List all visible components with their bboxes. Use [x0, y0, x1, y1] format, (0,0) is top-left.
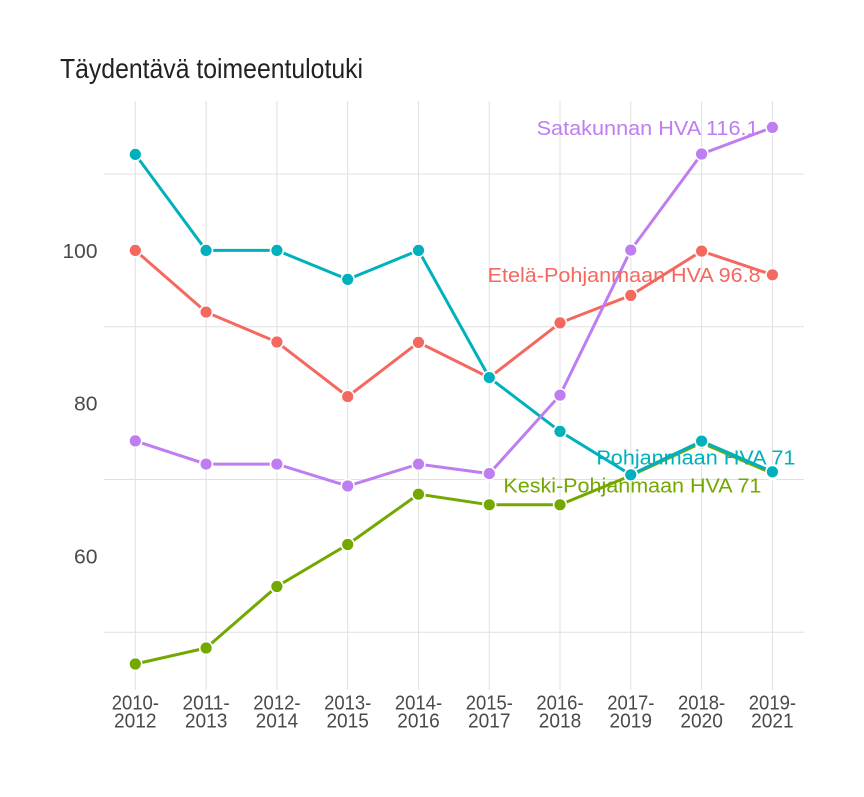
- svg-text:2017-2019: 2017-2019: [607, 693, 654, 733]
- svg-text:2013-2015: 2013-2015: [324, 693, 371, 733]
- svg-text:2014-2016: 2014-2016: [395, 693, 442, 733]
- svg-text:2011-2013: 2011-2013: [183, 693, 230, 733]
- svg-text:2018-2020: 2018-2020: [678, 693, 725, 733]
- svg-text:100: 100: [63, 241, 98, 263]
- svg-text:2016-2018: 2016-2018: [536, 693, 583, 733]
- svg-text:Pohjanmaan HVA 71: Pohjanmaan HVA 71: [596, 447, 795, 469]
- svg-text:Etelä-Pohjanmaan HVA 96.8: Etelä-Pohjanmaan HVA 96.8: [488, 265, 761, 287]
- svg-text:2012-2014: 2012-2014: [253, 693, 300, 733]
- svg-text:2015-2017: 2015-2017: [466, 693, 513, 733]
- svg-text:Täydentävä toimeentulotuki: Täydentävä toimeentulotuki: [60, 53, 363, 84]
- svg-text:Satakunnan HVA 116.1: Satakunnan HVA 116.1: [537, 118, 759, 140]
- svg-text:2019-2021: 2019-2021: [749, 693, 796, 733]
- svg-text:60: 60: [74, 546, 98, 568]
- svg-text:Keski-Pohjanmaan HVA 71: Keski-Pohjanmaan HVA 71: [503, 475, 761, 497]
- svg-text:2010-2012: 2010-2012: [112, 693, 159, 733]
- svg-text:80: 80: [74, 394, 98, 416]
